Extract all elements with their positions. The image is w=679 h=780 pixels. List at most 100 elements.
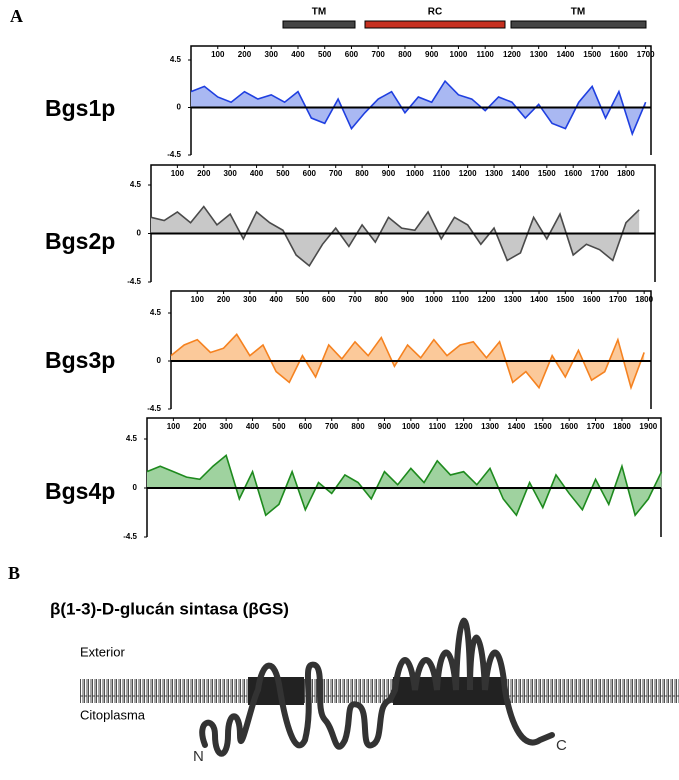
line xyxy=(170,333,645,391)
x-tick-label: 400 xyxy=(291,50,305,59)
x-tick-label: 600 xyxy=(299,422,313,431)
y-tick-label: -4.5 xyxy=(127,277,141,286)
x-tick-label: 1400 xyxy=(557,50,575,59)
x-tick-label: 1300 xyxy=(504,295,522,304)
terminus-label: C xyxy=(556,737,567,754)
diagram-title: β(1-3)-D-glucán sintasa (βGS) xyxy=(50,599,289,618)
series-label: Bgs2p xyxy=(45,228,115,254)
x-tick-label: 900 xyxy=(378,422,392,431)
x-tick-label: 500 xyxy=(318,50,332,59)
x-tick-label: 300 xyxy=(219,422,233,431)
domain-bar xyxy=(364,20,506,29)
side-label: Citoplasma xyxy=(80,707,146,722)
x-tick-label: 200 xyxy=(197,169,211,178)
protein-chain xyxy=(199,617,555,757)
y-tick-label: 0 xyxy=(137,229,142,238)
panel-label: A xyxy=(10,6,23,26)
x-tick-label: 1400 xyxy=(530,295,548,304)
x-tick-label: 100 xyxy=(211,50,225,59)
x-tick-label: 700 xyxy=(372,50,386,59)
series-label: Bgs4p xyxy=(45,478,115,504)
x-tick-label: 1900 xyxy=(639,422,657,431)
x-tick-label: 1200 xyxy=(503,50,521,59)
domain-label: TM xyxy=(312,7,326,18)
y-tick-label: -4.5 xyxy=(167,150,181,159)
x-tick-label: 600 xyxy=(345,50,359,59)
y-tick-label: 4.5 xyxy=(126,434,138,443)
x-tick-label: 500 xyxy=(276,169,290,178)
x-tick-label: 700 xyxy=(348,295,362,304)
y-tick-label: 0 xyxy=(133,483,138,492)
x-tick-label: 1400 xyxy=(508,422,526,431)
x-tick-label: 500 xyxy=(272,422,286,431)
x-tick-label: 300 xyxy=(265,50,279,59)
x-tick-label: 900 xyxy=(401,295,415,304)
x-tick-label: 1100 xyxy=(433,169,451,178)
x-tick-label: 1800 xyxy=(613,422,631,431)
x-tick-label: 400 xyxy=(250,169,264,178)
x-tick-label: 300 xyxy=(223,169,237,178)
x-tick-label: 1100 xyxy=(451,295,469,304)
terminus-label: N xyxy=(193,748,204,765)
x-tick-label: 400 xyxy=(269,295,283,304)
x-tick-label: 800 xyxy=(375,295,389,304)
line xyxy=(150,205,640,268)
area xyxy=(151,206,640,266)
x-tick-label: 600 xyxy=(322,295,336,304)
line xyxy=(190,79,647,137)
x-tick-label: 900 xyxy=(382,169,396,178)
series-label: Bgs3p xyxy=(45,347,115,373)
membrane xyxy=(80,679,679,703)
line xyxy=(146,453,663,517)
x-tick-label: 1700 xyxy=(587,422,605,431)
x-tick-label: 1600 xyxy=(583,295,601,304)
x-tick-label: 1800 xyxy=(635,295,653,304)
x-tick-label: 500 xyxy=(296,295,310,304)
x-tick-label: 1700 xyxy=(637,50,655,59)
x-tick-label: 400 xyxy=(246,422,260,431)
x-tick-label: 1100 xyxy=(429,422,447,431)
x-tick-label: 100 xyxy=(167,422,181,431)
x-tick-label: 1700 xyxy=(591,169,609,178)
x-tick-label: 1100 xyxy=(477,50,495,59)
y-tick-label: -4.5 xyxy=(147,404,161,413)
area xyxy=(147,455,662,516)
x-tick-label: 700 xyxy=(325,422,339,431)
y-tick-label: 0 xyxy=(177,103,182,112)
x-tick-label: 1500 xyxy=(583,50,601,59)
x-tick-label: 1000 xyxy=(450,50,468,59)
x-tick-label: 1600 xyxy=(564,169,582,178)
x-tick-label: 1500 xyxy=(538,169,556,178)
x-tick-label: 1700 xyxy=(609,295,627,304)
x-tick-label: 200 xyxy=(238,50,252,59)
x-tick-label: 1200 xyxy=(459,169,477,178)
domain-bar xyxy=(510,20,647,29)
x-tick-label: 1600 xyxy=(610,50,628,59)
x-tick-label: 800 xyxy=(355,169,369,178)
x-tick-label: 1200 xyxy=(455,422,473,431)
x-tick-label: 900 xyxy=(425,50,439,59)
x-tick-label: 1200 xyxy=(478,295,496,304)
x-tick-label: 200 xyxy=(193,422,207,431)
y-tick-label: 0 xyxy=(157,356,162,365)
x-tick-label: 1000 xyxy=(406,169,424,178)
x-tick-label: 100 xyxy=(191,295,205,304)
x-tick-label: 800 xyxy=(351,422,365,431)
side-label: Exterior xyxy=(80,644,125,659)
x-tick-label: 200 xyxy=(217,295,231,304)
domain-bar xyxy=(282,20,356,29)
x-tick-label: 1400 xyxy=(512,169,530,178)
x-tick-label: 1000 xyxy=(425,295,443,304)
series-label: Bgs1p xyxy=(45,95,115,121)
x-tick-label: 1300 xyxy=(481,422,499,431)
y-tick-label: 4.5 xyxy=(130,180,142,189)
x-tick-label: 1800 xyxy=(617,169,635,178)
panel-label: B xyxy=(8,563,20,583)
x-tick-label: 800 xyxy=(398,50,412,59)
x-tick-label: 300 xyxy=(243,295,257,304)
x-tick-label: 1000 xyxy=(402,422,420,431)
x-tick-label: 1500 xyxy=(556,295,574,304)
x-tick-label: 1500 xyxy=(534,422,552,431)
domain-label: RC xyxy=(428,7,442,18)
